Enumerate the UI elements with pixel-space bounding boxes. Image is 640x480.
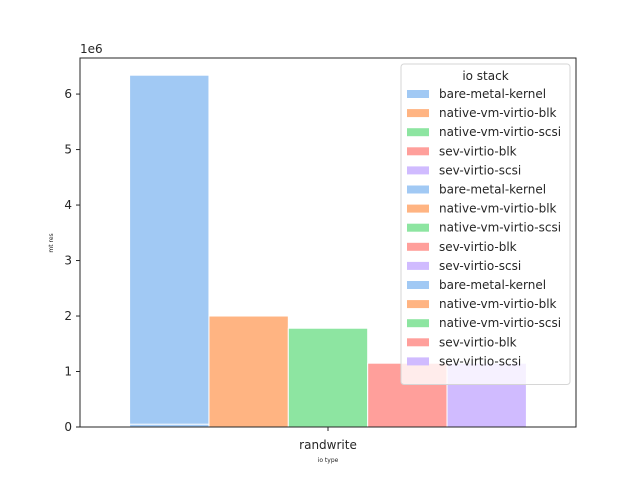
- legend-box: [400, 63, 571, 385]
- legend-swatch: [407, 90, 429, 98]
- legend-swatch: [407, 128, 429, 137]
- legend-entry-label: native-vm-virtio-scsi: [439, 316, 561, 330]
- legend-title: io stack: [462, 69, 508, 83]
- y-axis-label: mt res: [48, 233, 55, 252]
- bars-group: [129, 74, 527, 428]
- bar-native-vm-virtio-blk-randwrite: [208, 315, 289, 428]
- legend-swatch: [407, 166, 429, 175]
- legend-entry-label: native-vm-virtio-blk: [439, 297, 557, 311]
- x-axis-label: io type: [318, 457, 339, 464]
- bar-native-vm-virtio-scsi-randwrite: [287, 327, 369, 428]
- legend-entry-label: sev-virtio-blk: [439, 144, 517, 158]
- y-tick-label: 4: [64, 198, 72, 212]
- legend-swatch: [407, 204, 429, 213]
- legend-swatch: [407, 109, 429, 118]
- legend-entry-label: sev-virtio-blk: [439, 335, 517, 349]
- y-offset-label: 1e6: [80, 42, 103, 56]
- legend-entry-label: native-vm-virtio-blk: [439, 106, 557, 120]
- legend-entry-label: native-vm-virtio-scsi: [439, 125, 561, 139]
- legend-entry-label: bare-metal-kernel: [439, 278, 546, 292]
- legend-swatch: [407, 357, 429, 366]
- legend-entry-label: bare-metal-kernel: [439, 87, 546, 101]
- y-tick-label: 6: [64, 87, 72, 101]
- y-tick-label: 0: [64, 420, 72, 434]
- legend-entry-label: sev-virtio-scsi: [439, 354, 521, 368]
- legend-swatch: [407, 242, 429, 251]
- legend: io stack bare-metal-kernel native-vm-virti…: [400, 63, 571, 385]
- legend-swatch: [407, 261, 429, 270]
- legend-entry-label: sev-virtio-scsi: [439, 259, 521, 273]
- legend-swatch: [407, 319, 429, 328]
- legend-entry-label: sev-virtio-scsi: [439, 163, 521, 177]
- y-tick-label: 3: [64, 254, 72, 268]
- x-axis-ticks: randwrite: [299, 427, 357, 452]
- legend-entry-label: sev-virtio-blk: [439, 240, 517, 254]
- legend-entry-label: bare-metal-kernel: [439, 183, 546, 197]
- legend-swatch: [407, 223, 429, 232]
- legend-swatch: [407, 300, 429, 309]
- legend-swatch: [407, 185, 429, 194]
- legend-swatch: [407, 281, 429, 289]
- x-tick-label: randwrite: [299, 438, 357, 452]
- bar-bare-metal-kernel-randwrite: [129, 74, 210, 428]
- y-tick-label: 1: [64, 365, 72, 379]
- y-tick-label: 5: [64, 143, 72, 157]
- y-tick-label: 2: [64, 309, 72, 323]
- legend-swatch: [407, 338, 429, 347]
- legend-entry-label: native-vm-virtio-scsi: [439, 221, 561, 235]
- y-axis-ticks: 0 1 2 3 4 5 6: [64, 87, 80, 434]
- legend-swatch: [407, 147, 429, 156]
- legend-entry-label: native-vm-virtio-blk: [439, 202, 557, 216]
